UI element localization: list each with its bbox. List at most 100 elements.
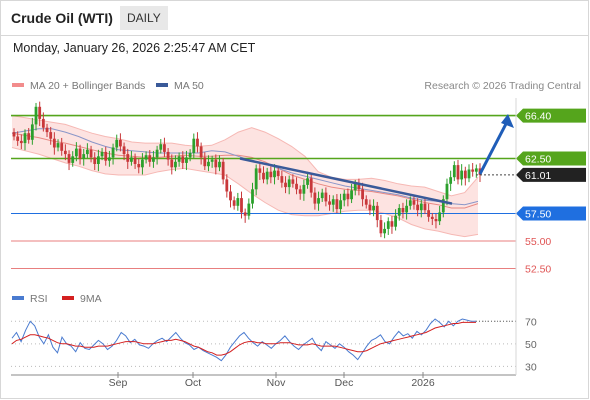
chart-header: Crude Oil (WTI) DAILY [0,0,589,36]
candle-body [119,139,122,147]
candle-body [258,168,262,173]
ma9-label: 9MA [80,293,102,305]
rsi-tick-label: 70 [525,316,537,328]
candle-body [405,205,409,213]
candle-body [240,198,243,213]
candle-body [210,159,214,162]
candle-body [85,149,89,155]
report-datetime: Monday, January 26, 2026 2:25:47 AM CET [13,41,256,55]
level-tag-61.01 [516,167,586,182]
timeframe-badge[interactable]: DAILY [120,6,168,30]
forecast-arrow-head [501,114,514,128]
candle-body [45,127,49,133]
rsi-series-rsi [11,318,476,362]
candle-body [471,169,475,172]
candle-body [273,170,276,178]
x-tick-label: Sep [109,377,128,389]
rsi-series-9ma [11,321,476,356]
candle-body [460,170,464,180]
candle-body [397,208,401,216]
candle-body [96,156,100,164]
candle-body [364,199,368,205]
candle-body [67,154,71,163]
candle-body [317,198,320,204]
legend-bollinger: MA 20 + Bollinger Bands [12,80,145,92]
candle-body [16,136,20,141]
candle-body [438,212,442,222]
candle-body [78,148,82,159]
candle-body [430,216,434,219]
level-label-57.50: 57.50 [525,209,551,221]
candle-body [152,157,155,162]
candle-body [412,200,416,205]
x-tick-label: Nov [267,377,286,389]
candle-body [82,154,86,159]
candle-body [379,220,383,234]
ma50-label: MA 50 [174,80,204,92]
candle-body [313,192,317,204]
candle-body [449,177,453,184]
candle-body [375,205,379,221]
candle-body [247,203,251,216]
candle-body [27,133,31,140]
candle-body [218,161,221,168]
candle-body [122,146,126,155]
candle-body [144,155,148,160]
candle-body [232,200,236,206]
candle-body [416,204,420,211]
candle-body [276,170,280,177]
candle-body [166,151,170,160]
x-tick-label: Dec [335,377,354,389]
candle-body [163,144,166,152]
bollinger-band-fill [12,115,478,237]
rsi-swatch [12,296,24,301]
legend-rsi: RSI [12,293,48,305]
candle-body [254,168,258,190]
candle-body [357,183,361,190]
candle-body [287,179,291,188]
candle-body [309,178,313,193]
legend-9ma: 9MA [62,293,102,305]
candle-body [63,150,67,155]
candle-body [452,165,456,178]
candle-body [372,205,375,211]
candle-body [74,148,78,157]
candle-body [181,156,185,163]
candle-body [174,161,177,168]
candle-body [434,219,438,222]
candle-body [108,157,111,161]
candle-body [115,139,119,148]
candle-body [353,183,357,191]
candle-body [89,149,93,158]
candle-body [133,157,137,164]
candle-body [383,228,386,234]
candle-body [60,143,64,151]
candle-body [269,171,273,178]
trendline [239,157,453,205]
candle-body [38,106,42,119]
candle-body [214,159,218,168]
candle-body [221,161,225,180]
candle-body [185,157,188,163]
bollinger-swatch [12,83,24,88]
candle-body [177,156,181,162]
bollinger-label: MA 20 + Bollinger Bands [30,80,146,92]
candle-body [390,221,394,227]
candle-body [159,144,163,150]
candle-body [295,183,298,190]
candle-body [23,133,27,144]
candle-body [137,164,141,168]
candle-body [401,208,405,213]
candle-body [298,189,302,194]
level-label-52.50: 52.50 [525,264,551,276]
level-label-55.00: 55.00 [525,236,551,248]
candle-body [361,189,364,200]
candle-body [104,151,108,161]
ma9-swatch [62,296,74,301]
candle-body [427,210,431,217]
candle-body [199,146,203,158]
copyright-label: Research © 2026 Trading Central [424,80,581,92]
candle-body [386,221,390,229]
candle-body [243,212,247,216]
candle-body [71,156,75,163]
